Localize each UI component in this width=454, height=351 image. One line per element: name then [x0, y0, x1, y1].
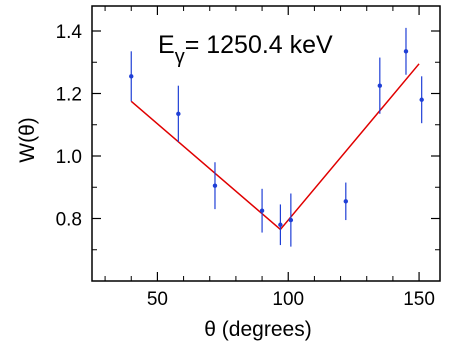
data-point [288, 217, 294, 223]
energy-annotation-subscript: γ [175, 46, 185, 68]
y-tick-label: 1.0 [56, 147, 82, 168]
x-tick-labels: 50 100 150 [147, 289, 435, 310]
y-tick-label: 1.4 [56, 22, 83, 43]
data-point [212, 183, 218, 188]
y-axis-title: W(θ) [16, 117, 39, 163]
energy-annotation-value: = 1250.4 keV [185, 31, 333, 59]
y-tick-label: 1.2 [56, 85, 82, 106]
y-tick-label: 0.8 [56, 210, 82, 231]
data-point [403, 49, 409, 54]
x-tick-label: 150 [403, 289, 435, 310]
energy-annotation-prefix: E [158, 31, 175, 59]
axis-ticks [92, 6, 440, 281]
y-tick-labels: 0.8 1.0 1.2 1.4 [56, 22, 83, 231]
data-point [259, 208, 265, 213]
data-point [343, 199, 349, 204]
energy-annotation: Eγ= 1250.4 keV [158, 31, 333, 68]
data-point [129, 74, 134, 79]
data-point [419, 97, 424, 102]
data-points [129, 27, 424, 247]
x-tick-label: 50 [147, 289, 168, 310]
fit-line [130, 63, 420, 231]
data-point [278, 222, 283, 227]
data-point [176, 111, 181, 117]
plot-frame [91, 5, 441, 282]
data-point [377, 83, 383, 88]
x-tick-label: 100 [272, 289, 304, 310]
x-axis-title: θ (degrees) [204, 318, 311, 341]
